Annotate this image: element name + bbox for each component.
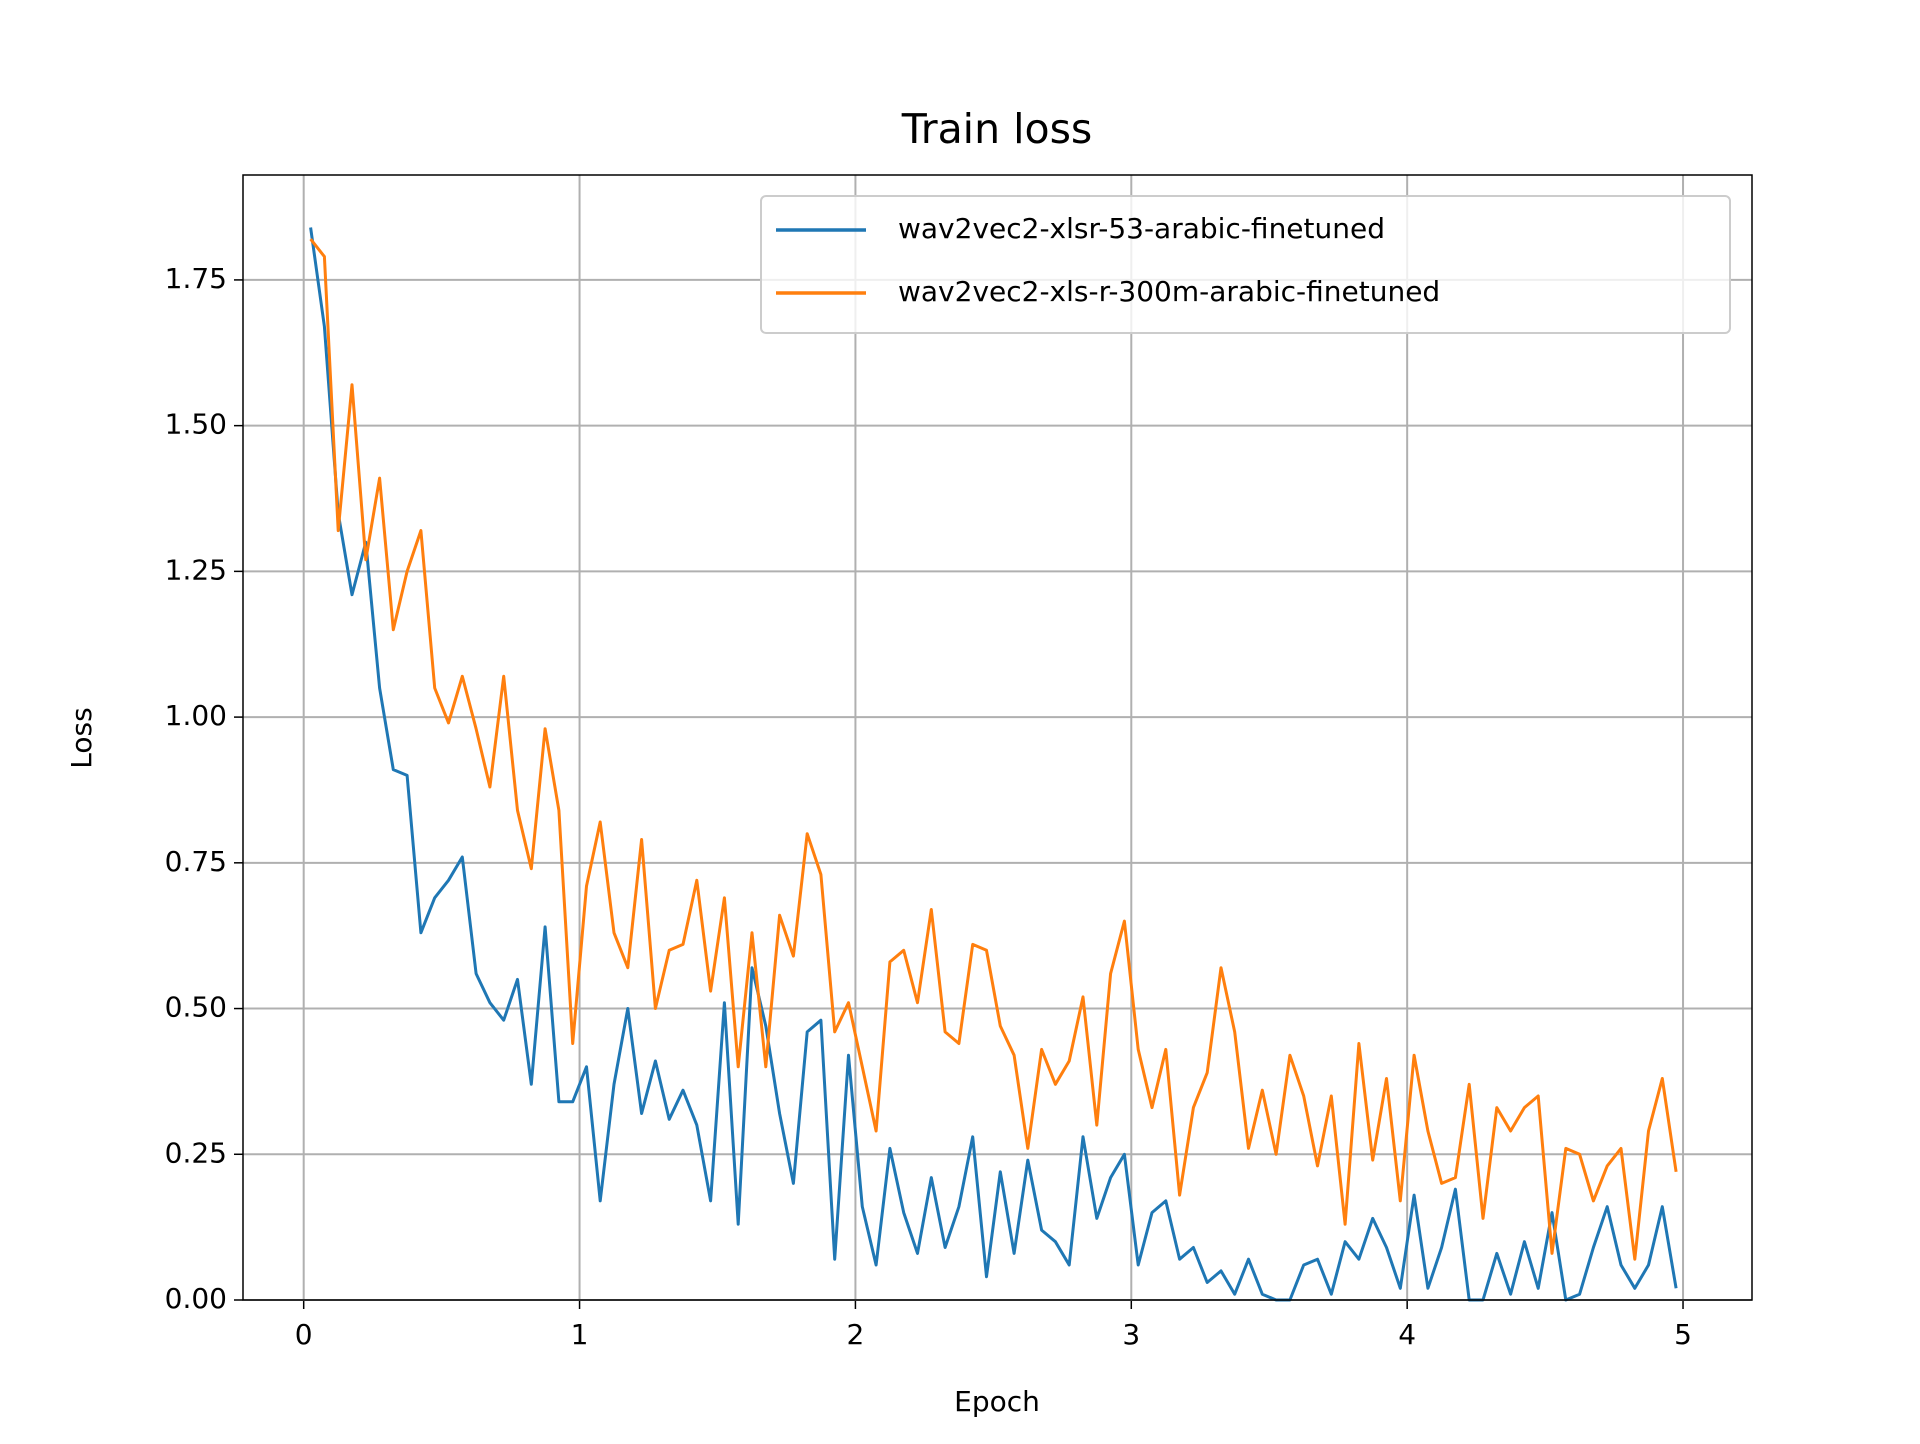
data-line xyxy=(309,227,1678,1302)
y-tick-label: 1.00 xyxy=(165,699,227,732)
y-tick-label: 0.00 xyxy=(165,1282,227,1315)
x-axis-label: Epoch xyxy=(954,1385,1040,1418)
y-tick-label: 0.25 xyxy=(165,1136,227,1169)
y-tick-label: 0.75 xyxy=(165,845,227,878)
x-tick-label: 1 xyxy=(571,1318,589,1351)
x-tick-label: 5 xyxy=(1674,1318,1692,1351)
y-tick-label: 1.75 xyxy=(165,262,227,295)
y-tick-label: 0.50 xyxy=(165,991,227,1024)
plot-frame xyxy=(242,174,1753,1301)
y-tick-label: 1.25 xyxy=(165,553,227,586)
x-tick-label: 0 xyxy=(295,1318,313,1351)
x-tick-label: 4 xyxy=(1398,1318,1416,1351)
x-tick-label: 3 xyxy=(1122,1318,1140,1351)
legend-label: wav2vec2-xlsr-53-arabic-finetuned xyxy=(898,212,1385,245)
x-tick-label: 2 xyxy=(847,1318,865,1351)
legend-label: wav2vec2-xls-r-300m-arabic-finetuned xyxy=(898,275,1440,308)
data-line xyxy=(309,238,1678,1261)
chart-title: Train loss xyxy=(901,105,1093,153)
legend-box xyxy=(760,195,1731,334)
y-tick-label: 1.50 xyxy=(165,408,227,441)
y-axis-label: Loss xyxy=(65,707,98,768)
